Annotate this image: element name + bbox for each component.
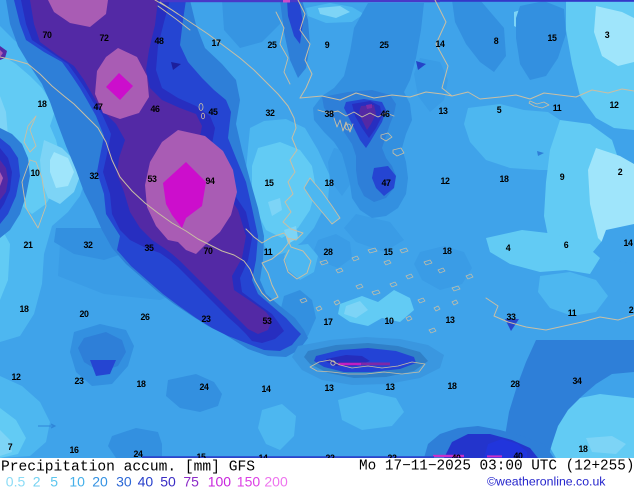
svg-text:14: 14 xyxy=(436,39,445,49)
svg-text:46: 46 xyxy=(151,104,160,114)
svg-text:32: 32 xyxy=(90,171,99,181)
svg-text:72: 72 xyxy=(100,33,109,43)
svg-text:25: 25 xyxy=(268,40,277,50)
svg-text:40: 40 xyxy=(514,451,523,461)
svg-text:28: 28 xyxy=(511,379,520,389)
svg-text:100: 100 xyxy=(208,474,232,490)
svg-text:9: 9 xyxy=(560,172,565,182)
svg-text:14: 14 xyxy=(259,453,268,463)
svg-text:5: 5 xyxy=(50,474,58,490)
svg-text:6: 6 xyxy=(564,240,569,250)
svg-text:46: 46 xyxy=(381,109,390,119)
svg-text:14: 14 xyxy=(262,384,271,394)
svg-text:150: 150 xyxy=(237,474,261,490)
svg-text:2: 2 xyxy=(629,305,634,315)
svg-text:18: 18 xyxy=(38,99,47,109)
svg-text:53: 53 xyxy=(148,174,157,184)
svg-text:18: 18 xyxy=(443,246,452,256)
svg-text:200: 200 xyxy=(264,474,288,490)
svg-text:17: 17 xyxy=(324,317,333,327)
svg-text:47: 47 xyxy=(382,178,391,188)
svg-text:25: 25 xyxy=(380,40,389,50)
svg-text:50: 50 xyxy=(160,474,176,490)
svg-text:13: 13 xyxy=(446,315,455,325)
svg-text:13: 13 xyxy=(439,106,448,116)
svg-text:16: 16 xyxy=(70,445,79,455)
svg-text:20: 20 xyxy=(80,309,89,319)
svg-text:17: 17 xyxy=(212,38,221,48)
svg-text:8: 8 xyxy=(494,36,499,46)
svg-text:40: 40 xyxy=(138,474,154,490)
svg-text:15: 15 xyxy=(384,247,393,257)
svg-text:38: 38 xyxy=(325,109,334,119)
svg-text:33: 33 xyxy=(507,312,516,322)
svg-text:18: 18 xyxy=(448,381,457,391)
svg-text:0.5: 0.5 xyxy=(6,474,26,490)
svg-text:12: 12 xyxy=(610,100,619,110)
svg-text:10: 10 xyxy=(69,474,85,490)
svg-text:12: 12 xyxy=(441,176,450,186)
svg-text:2: 2 xyxy=(33,474,41,490)
svg-text:20: 20 xyxy=(92,474,108,490)
svg-text:11: 11 xyxy=(553,103,562,113)
svg-text:22: 22 xyxy=(326,453,335,463)
svg-text:34: 34 xyxy=(573,376,582,386)
svg-text:Precipitation accum. [mm] GFS: Precipitation accum. [mm] GFS xyxy=(1,459,255,475)
svg-text:30: 30 xyxy=(116,474,132,490)
svg-text:94: 94 xyxy=(206,176,215,186)
svg-text:4: 4 xyxy=(506,243,511,253)
svg-text:53: 53 xyxy=(263,316,272,326)
svg-text:11: 11 xyxy=(264,247,273,257)
svg-text:32: 32 xyxy=(266,108,275,118)
svg-text:10: 10 xyxy=(31,168,40,178)
svg-text:35: 35 xyxy=(145,243,154,253)
svg-text:48: 48 xyxy=(155,36,164,46)
svg-text:18: 18 xyxy=(500,174,509,184)
svg-text:©weatheronline.co.uk: ©weatheronline.co.uk xyxy=(487,475,606,489)
svg-text:18: 18 xyxy=(137,379,146,389)
svg-text:2: 2 xyxy=(618,167,623,177)
svg-text:22: 22 xyxy=(388,453,397,463)
svg-text:26: 26 xyxy=(141,312,150,322)
svg-text:70: 70 xyxy=(43,30,52,40)
svg-text:47: 47 xyxy=(94,102,103,112)
svg-text:15: 15 xyxy=(548,33,557,43)
svg-text:11: 11 xyxy=(568,308,577,318)
svg-text:10: 10 xyxy=(385,316,394,326)
svg-text:18: 18 xyxy=(325,178,334,188)
svg-text:32: 32 xyxy=(84,240,93,250)
svg-text:70: 70 xyxy=(204,246,213,256)
svg-text:5: 5 xyxy=(497,105,502,115)
svg-text:14: 14 xyxy=(624,238,633,248)
svg-text:23: 23 xyxy=(202,314,211,324)
svg-text:13: 13 xyxy=(386,382,395,392)
svg-text:9: 9 xyxy=(325,40,330,50)
svg-text:7: 7 xyxy=(8,442,13,452)
svg-text:23: 23 xyxy=(75,376,84,386)
svg-text:40: 40 xyxy=(452,453,461,463)
svg-text:15: 15 xyxy=(197,452,206,462)
svg-text:75: 75 xyxy=(183,474,199,490)
svg-text:3: 3 xyxy=(605,30,610,40)
svg-text:Mo 17−11−2025 03:00 UTC (12+25: Mo 17−11−2025 03:00 UTC (12+255) xyxy=(359,459,634,475)
svg-text:28: 28 xyxy=(324,247,333,257)
svg-text:24: 24 xyxy=(200,382,209,392)
svg-text:12: 12 xyxy=(12,372,21,382)
svg-text:13: 13 xyxy=(325,383,334,393)
svg-text:18: 18 xyxy=(579,444,588,454)
svg-text:24: 24 xyxy=(134,449,143,459)
svg-text:15: 15 xyxy=(265,178,274,188)
svg-text:21: 21 xyxy=(24,240,33,250)
svg-text:18: 18 xyxy=(20,304,29,314)
svg-text:45: 45 xyxy=(209,107,218,117)
